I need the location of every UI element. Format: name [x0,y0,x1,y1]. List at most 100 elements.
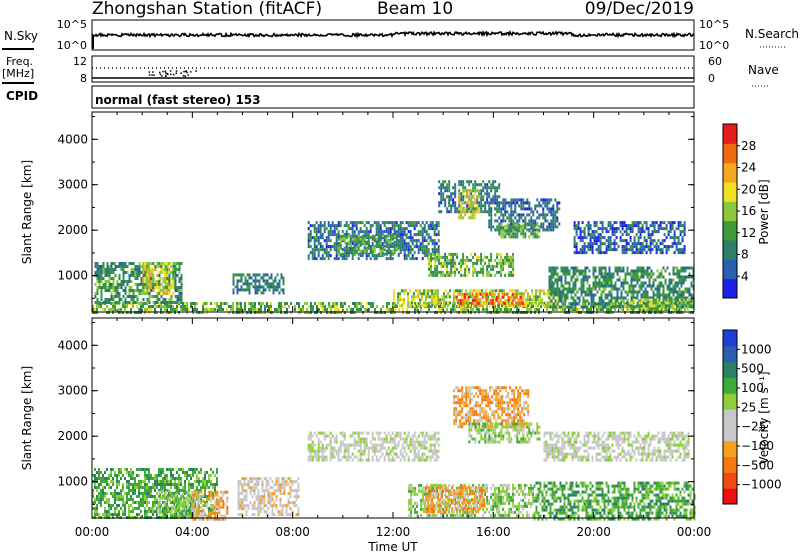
range-cell [542,207,545,211]
range-cell [114,495,116,498]
range-cell [613,227,616,231]
range-cell [625,233,628,237]
range-cell [358,308,360,311]
range-cell [176,286,179,289]
range-cell [662,296,665,300]
range-cell [668,278,671,282]
freq-unit: [MHz] [2,67,34,80]
range-cell [366,302,368,305]
range-cell [594,266,597,270]
range-cell [522,198,525,202]
range-cell [114,289,117,292]
range-cell [630,304,633,308]
range-cell [122,280,125,283]
range-cell [607,239,610,243]
range-cell [552,269,555,273]
range-cell [560,278,563,282]
range-cell [430,258,433,262]
range-cell [428,267,431,271]
range-cell [630,293,633,297]
range-cell [556,207,559,211]
range-cell [520,213,523,217]
range-cell [512,270,515,274]
nave-dot [169,70,172,72]
range-cell [672,293,675,297]
range-cell [470,252,473,256]
range-cell [536,308,538,311]
range-cell [178,265,181,268]
range-cell [114,295,117,298]
range-cell [684,298,687,302]
power-heatmap [92,180,695,314]
range-cell [134,301,137,304]
range-cell [491,292,494,296]
range-cell [132,271,135,274]
range-cell [552,287,555,291]
range-cell [616,269,619,273]
range-cell [313,224,316,228]
range-cell [128,301,131,304]
range-cell [310,302,312,305]
range-cell [216,302,218,305]
range-cell [365,230,368,234]
nave-dot [164,70,167,72]
range-cell [166,286,169,289]
range-cell [649,239,652,243]
range-cell [307,221,310,225]
range-cell [441,304,443,308]
range-cell [329,230,332,234]
range-cell [325,242,328,246]
y-tick-label: 3000 [57,178,88,192]
range-cell [272,279,275,283]
range-cell [431,248,434,252]
range-cell [655,230,658,234]
range-cell [462,183,465,187]
range-cell [389,257,392,261]
range-cell [494,264,497,268]
range-cell [546,225,549,229]
range-cell [162,301,165,304]
range-cell [458,210,461,214]
range-cell [476,189,479,193]
range-cell [96,289,99,292]
range-cell [548,266,551,270]
range-cell [512,210,515,214]
range-cell [522,201,525,205]
range-cell [656,298,659,302]
range-cell [660,293,663,297]
range-cell [684,269,687,273]
range-cell [278,282,281,286]
range-cell [606,302,609,306]
range-cell [146,265,149,268]
range-cell [624,304,627,308]
range-cell [650,287,653,291]
range-cell [657,245,660,249]
range-cell [644,272,647,276]
range-cell [488,204,491,208]
range-cell [423,224,426,228]
range-cell [470,207,473,211]
range-cell [646,307,649,311]
range-cell [589,248,592,252]
range-cell [660,275,663,279]
range-cell [144,513,146,516]
range-cell [168,262,171,265]
range-cell [662,299,665,303]
range-cell [667,248,670,252]
range-cell [644,298,647,302]
range-cell [238,305,240,308]
range-cell [501,304,503,308]
range-cell [118,277,121,280]
range-cell [462,201,465,205]
range-cell [160,474,162,477]
range-cell [497,292,500,296]
range-cell [666,284,669,288]
range-cell [226,308,228,311]
range-cell [164,305,166,308]
range-cell [528,213,531,217]
range-cell [345,242,348,246]
range-cell [465,298,468,302]
range-cell [520,201,523,205]
range-cell [140,265,143,268]
range-cell [598,284,601,288]
